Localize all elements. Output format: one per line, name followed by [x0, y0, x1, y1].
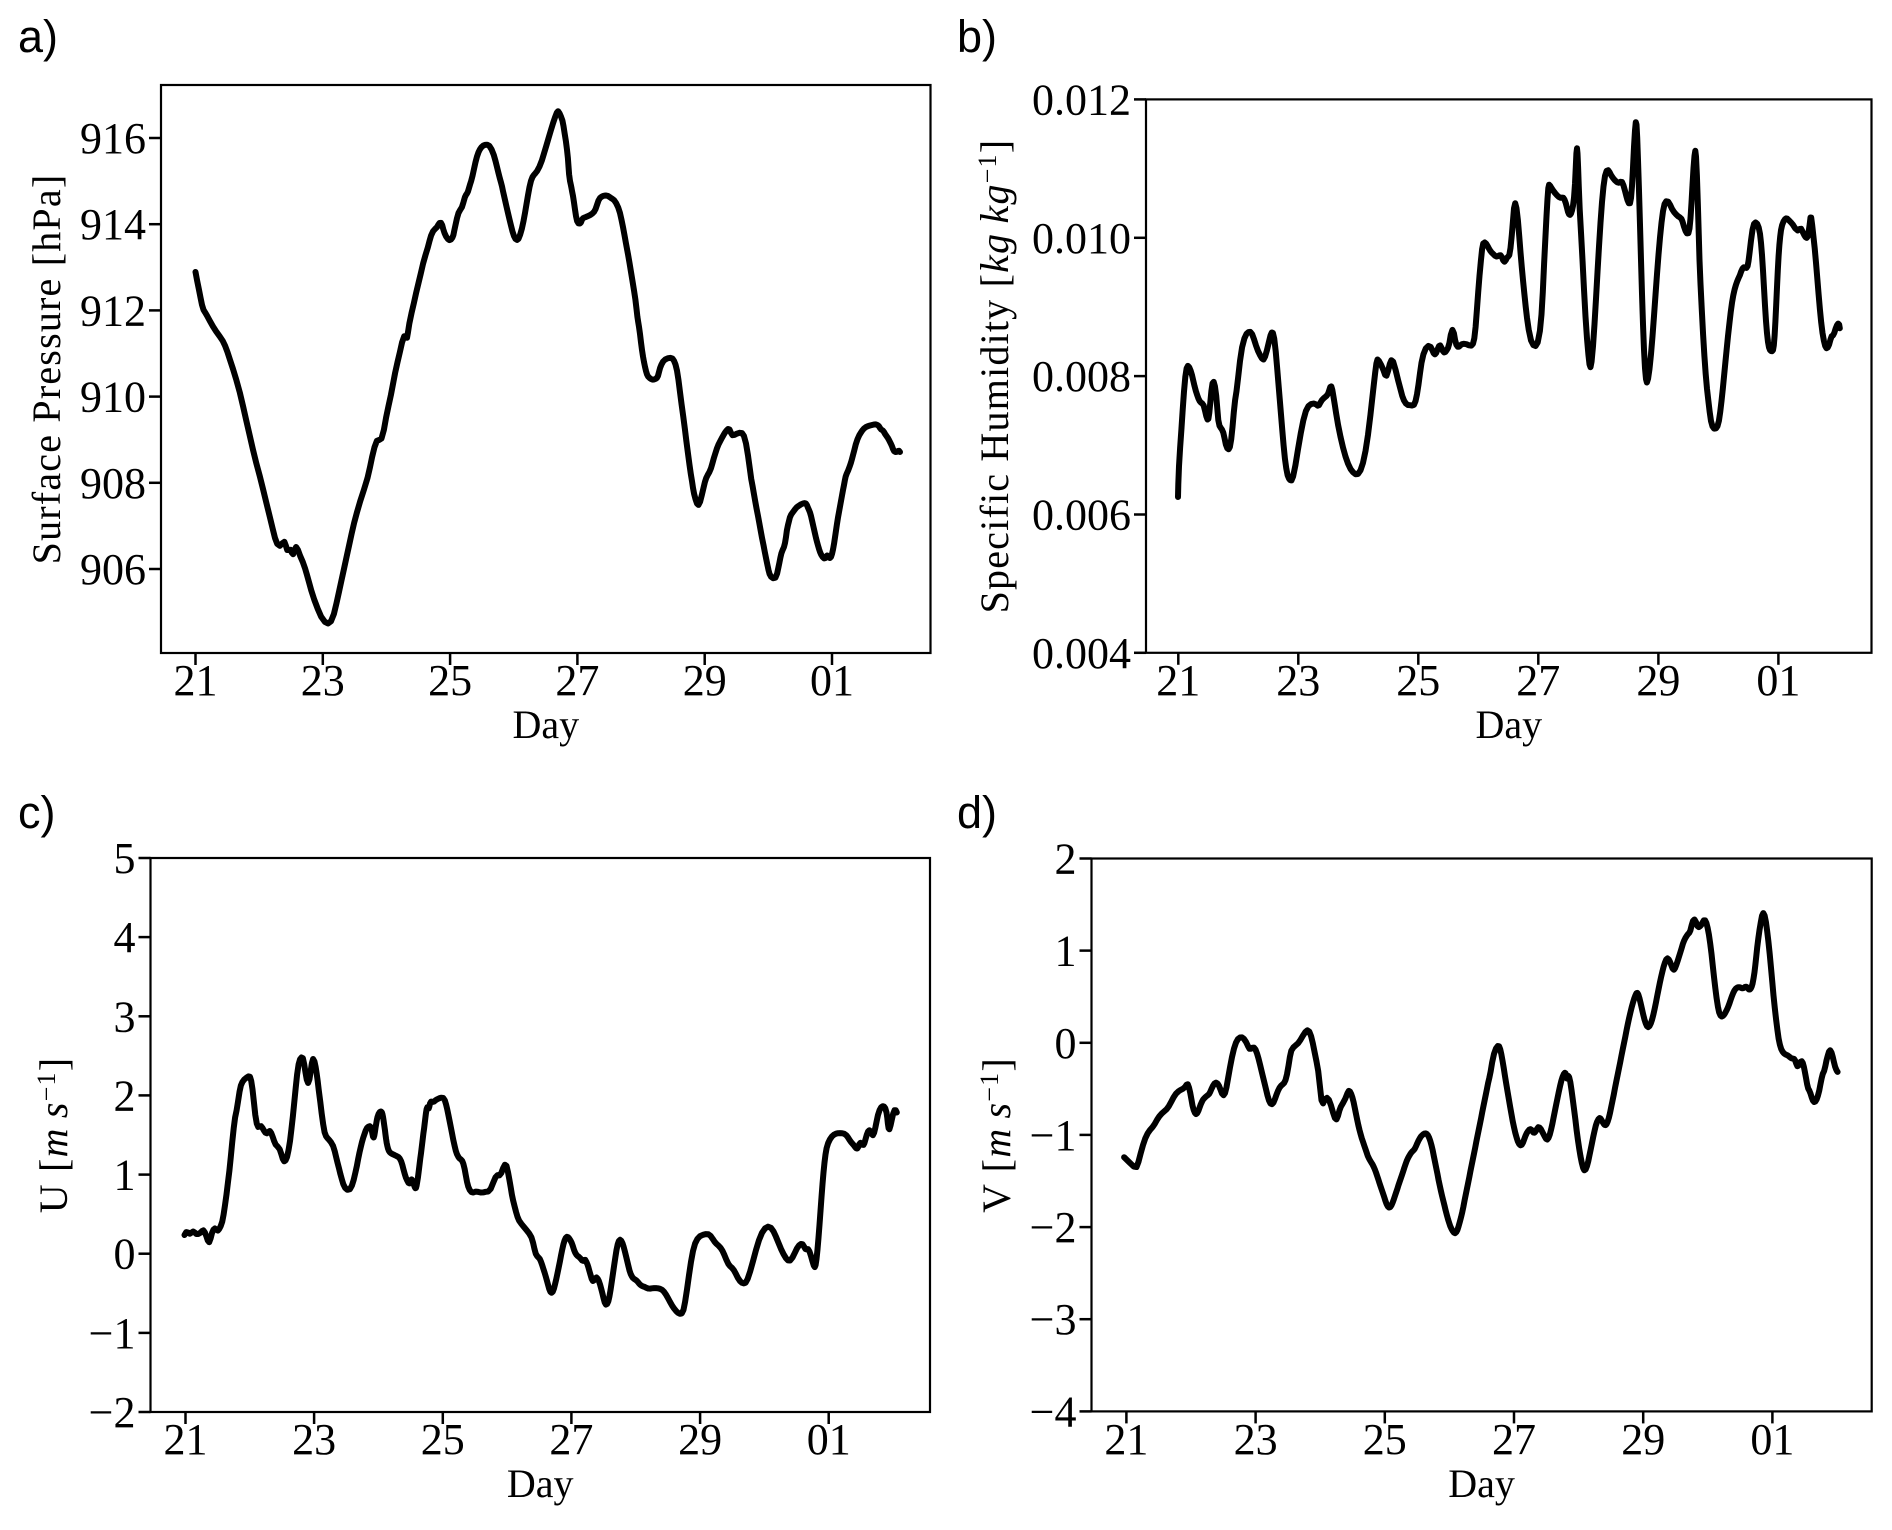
svg-text:25: 25	[1396, 656, 1440, 705]
svg-text:01: 01	[807, 1415, 851, 1464]
svg-text:−2: −2	[1030, 1203, 1077, 1252]
svg-text:23: 23	[1276, 656, 1320, 705]
svg-text:Specific Humidity [kg kg−1]: Specific Humidity [kg kg−1]	[972, 139, 1017, 614]
svg-text:1: 1	[114, 1151, 136, 1200]
svg-text:01: 01	[810, 656, 854, 705]
svg-text:23: 23	[1234, 1415, 1278, 1464]
svg-text:Day: Day	[512, 702, 579, 747]
svg-text:29: 29	[683, 656, 727, 705]
svg-text:01: 01	[1750, 1415, 1794, 1464]
svg-text:Day: Day	[1448, 1461, 1515, 1506]
svg-text:0.004: 0.004	[1032, 629, 1131, 678]
svg-text:25: 25	[1363, 1415, 1407, 1464]
svg-text:910: 910	[80, 373, 146, 422]
svg-text:27: 27	[555, 656, 599, 705]
svg-text:5: 5	[114, 834, 136, 883]
svg-text:25: 25	[421, 1415, 465, 1464]
svg-text:29: 29	[1621, 1415, 1665, 1464]
svg-text:906: 906	[80, 545, 146, 594]
svg-text:a): a)	[18, 11, 58, 62]
svg-text:0.012: 0.012	[1032, 75, 1131, 124]
svg-text:23: 23	[301, 656, 345, 705]
svg-text:21: 21	[164, 1415, 208, 1464]
svg-text:Day: Day	[507, 1461, 574, 1506]
svg-text:Day: Day	[1475, 702, 1542, 747]
svg-text:b): b)	[957, 11, 997, 62]
svg-text:−3: −3	[1030, 1295, 1077, 1344]
svg-text:27: 27	[1492, 1415, 1536, 1464]
svg-text:912: 912	[80, 286, 146, 335]
svg-text:21: 21	[1156, 656, 1200, 705]
svg-text:916: 916	[80, 114, 146, 163]
svg-text:0: 0	[1055, 1019, 1077, 1068]
svg-text:29: 29	[678, 1415, 722, 1464]
svg-text:c): c)	[18, 787, 56, 838]
svg-text:23: 23	[292, 1415, 336, 1464]
svg-text:−1: −1	[1030, 1111, 1077, 1160]
svg-text:0.008: 0.008	[1032, 352, 1131, 401]
svg-text:21: 21	[1104, 1415, 1148, 1464]
svg-text:2: 2	[1055, 835, 1077, 884]
svg-text:d): d)	[957, 787, 997, 838]
svg-text:−2: −2	[89, 1388, 136, 1437]
svg-text:29: 29	[1636, 656, 1680, 705]
svg-text:4: 4	[114, 913, 136, 962]
svg-text:−4: −4	[1030, 1387, 1077, 1436]
svg-text:25: 25	[428, 656, 472, 705]
svg-text:908: 908	[80, 459, 146, 508]
svg-text:914: 914	[80, 200, 146, 249]
svg-text:0.006: 0.006	[1032, 491, 1131, 540]
svg-text:1: 1	[1055, 927, 1077, 976]
svg-text:2: 2	[114, 1071, 136, 1120]
svg-text:27: 27	[1516, 656, 1560, 705]
svg-text:01: 01	[1756, 656, 1800, 705]
svg-text:−1: −1	[89, 1309, 136, 1358]
svg-text:21: 21	[174, 656, 218, 705]
svg-text:3: 3	[114, 992, 136, 1041]
svg-text:0.010: 0.010	[1032, 214, 1131, 263]
svg-text:0: 0	[114, 1230, 136, 1279]
svg-text:27: 27	[549, 1415, 593, 1464]
svg-text:Surface Pressure [hPa]: Surface Pressure [hPa]	[24, 174, 69, 565]
